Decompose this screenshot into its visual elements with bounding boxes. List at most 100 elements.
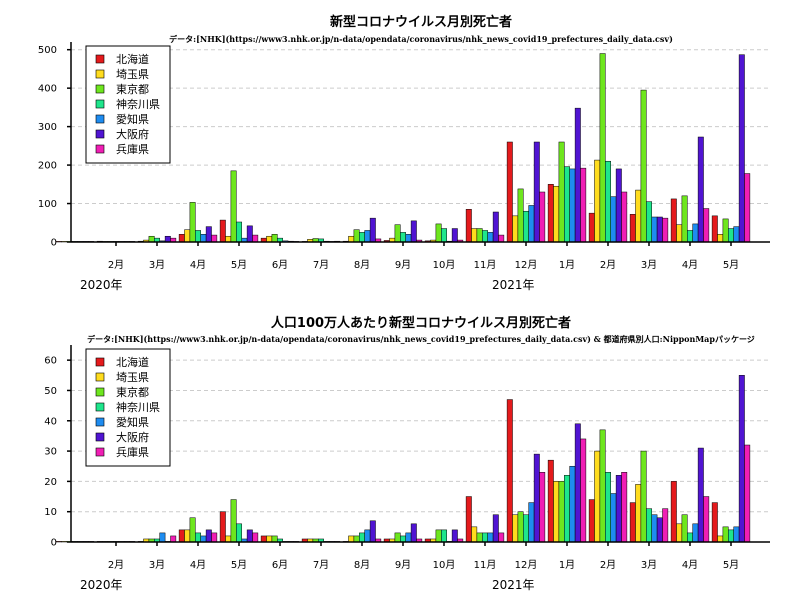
bar-北海道-14 (588, 499, 595, 543)
x-tick-label: 2月 (600, 559, 616, 571)
bar-東京都-12 (517, 511, 524, 543)
bar-東京都-8 (353, 229, 360, 243)
x-tick-label: 3月 (149, 259, 165, 271)
legend-swatch (95, 447, 105, 457)
bar-大阪府-16 (697, 136, 704, 243)
bar-愛知県-13 (569, 465, 576, 543)
bar-北海道-4 (178, 234, 185, 243)
bar-埼玉県-4 (184, 229, 191, 243)
x-tick-label: 2月 (600, 259, 616, 271)
bar-愛知県-15 (651, 514, 658, 543)
legend-swatch (95, 84, 105, 94)
bar-愛知県-17 (733, 226, 740, 243)
bar-北海道-14 (588, 212, 595, 243)
bar-埼玉県-1 (61, 241, 68, 243)
bar-大阪府-3 (164, 235, 171, 243)
x-tick-label: 4月 (190, 259, 206, 271)
x-tick-label: 6月 (272, 559, 288, 571)
bar-神奈川県-9 (400, 232, 406, 243)
bar-大阪府-8 (369, 520, 376, 543)
x-tick-label: 10月 (433, 259, 456, 271)
x-tick-label: 1月 (559, 259, 575, 271)
bar-愛知県-17 (733, 526, 740, 543)
bar-神奈川県-17 (728, 228, 734, 243)
bar-東京都-10 (435, 529, 442, 543)
legend-swatch (95, 432, 105, 442)
x-tick-label: 10月 (433, 559, 456, 571)
bar-神奈川県-4 (195, 532, 201, 543)
bar-兵庫県-16 (703, 208, 710, 243)
bar-北海道-17 (711, 502, 718, 543)
legend-label: 愛知県 (116, 415, 149, 429)
bar-兵庫県-12 (539, 472, 546, 543)
x-tick-label: 12月 (515, 259, 538, 271)
x-tick-label: 3月 (149, 559, 165, 571)
y-tick-label: 0 (51, 238, 57, 249)
bar-埼玉県-8 (348, 535, 355, 543)
bar-愛知県-9 (405, 234, 412, 243)
legend-swatch (95, 387, 105, 397)
bar-北海道-15 (629, 502, 636, 543)
bar-神奈川県-13 (564, 475, 570, 543)
bar-大阪府-9 (410, 523, 417, 543)
y-tick-label: 500 (38, 45, 57, 56)
x-tick-label: 7月 (313, 259, 329, 271)
bar-神奈川県-14 (605, 160, 611, 243)
bar-兵庫県-11 (498, 532, 505, 543)
bar-東京都-13 (558, 481, 565, 543)
bar-愛知県-4 (200, 234, 207, 243)
bar-東京都-5 (230, 170, 237, 243)
bar-兵庫県-17 (744, 173, 751, 243)
bar-大阪府-10 (451, 529, 458, 543)
bar-兵庫県-15 (662, 217, 669, 243)
bar-埼玉県-13 (553, 481, 560, 543)
x-tick-label: 2月 (108, 559, 124, 571)
bar-神奈川県-17 (728, 529, 734, 543)
legend-swatch (95, 69, 105, 79)
bar-大阪府-11 (492, 514, 499, 543)
bar-神奈川県-12 (523, 210, 529, 243)
bar-埼玉県-1 (61, 541, 68, 543)
bar-東京都-16 (681, 195, 688, 243)
bar-神奈川県-9 (400, 535, 406, 543)
y-tick-label: 50 (44, 386, 57, 397)
bar-愛知県-12 (528, 502, 535, 543)
bar-東京都-11 (476, 228, 483, 243)
legend-swatch (95, 54, 105, 64)
x-tick-label: 11月 (474, 559, 497, 571)
bar-北海道-6 (260, 535, 267, 543)
bar-大阪府-8 (369, 217, 376, 243)
bar-北海道-12 (506, 399, 513, 543)
x-tick-label: 6月 (272, 259, 288, 271)
x-tick-label: 11月 (474, 259, 497, 271)
y-tick-label: 30 (44, 447, 57, 458)
bar-埼玉県-16 (676, 523, 683, 543)
bar-埼玉県-6 (266, 535, 273, 543)
bar-神奈川県-10 (441, 529, 447, 543)
bar-神奈川県-15 (646, 508, 652, 543)
legend-swatch (95, 144, 105, 154)
bar-北海道-1 (55, 541, 62, 543)
year-label-2020: 2020年 (80, 578, 123, 592)
bar-東京都-14 (599, 53, 606, 243)
y-tick-label: 60 (44, 356, 57, 367)
y-tick-label: 100 (38, 199, 57, 210)
bar-大阪府-16 (697, 447, 704, 543)
bar-神奈川県-10 (441, 228, 447, 243)
y-tick-label: 40 (44, 416, 57, 427)
bar-東京都-16 (681, 514, 688, 543)
legend-label: 埼玉県 (116, 370, 149, 384)
bar-兵庫県-13 (580, 167, 587, 243)
chart-panel-absolute-deaths: 新型コロナウイルス月別死亡者 データ:[NHK](https://www3.nh… (38, 14, 770, 292)
bar-兵庫県-14 (621, 191, 628, 243)
bar-東京都-17 (722, 218, 729, 243)
legend-swatch (95, 372, 105, 382)
bar-大阪府-5 (246, 225, 253, 243)
bar-北海道-16 (670, 198, 677, 243)
chart-subtitle: データ:[NHK](https://www3.nhk.or.jp/n-data/… (169, 34, 673, 44)
y-tick-label: 400 (38, 84, 57, 95)
legend-swatch (95, 402, 105, 412)
legend-label: 愛知県 (116, 112, 149, 126)
legend-label: 大阪府 (116, 127, 149, 141)
